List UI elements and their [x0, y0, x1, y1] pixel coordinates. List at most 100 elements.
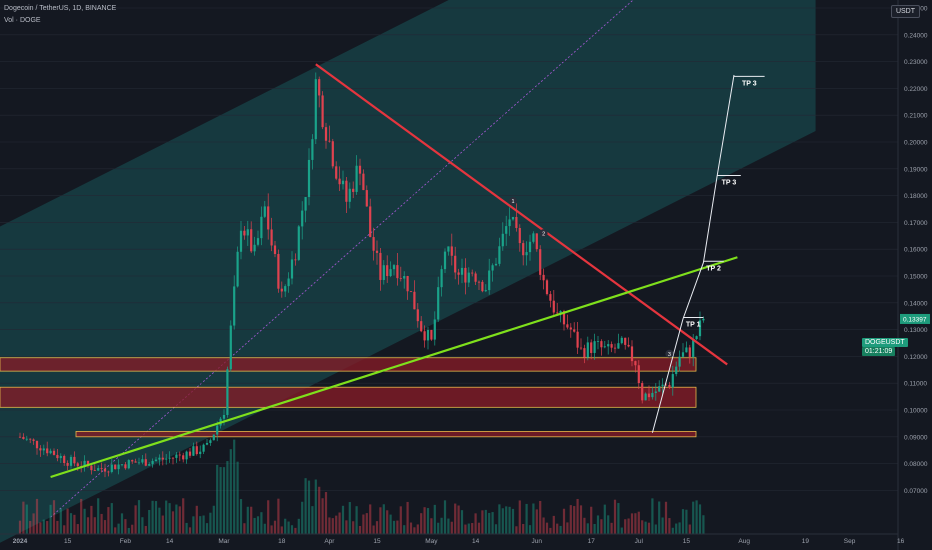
y-tick-label: 0.13000 [904, 327, 928, 334]
candle-body [576, 331, 579, 348]
volume-bar [134, 505, 137, 534]
x-tick-label: 18 [278, 538, 286, 545]
volume-bar [535, 509, 538, 534]
volume-bar [158, 507, 161, 534]
candle-body [491, 265, 494, 271]
candle-body [471, 272, 474, 274]
candle-body [229, 325, 232, 370]
volume-bar [593, 523, 596, 534]
candle-body [212, 434, 215, 441]
y-tick-label: 0.16000 [904, 247, 928, 254]
volume-bar [579, 505, 583, 534]
volume-bar [205, 523, 209, 534]
candle-body [467, 272, 470, 283]
volume-bar [460, 510, 464, 534]
candle-body [233, 286, 236, 326]
volume-bar [569, 505, 572, 534]
candle-body [18, 436, 22, 438]
candle-body [284, 286, 287, 292]
candle-body [484, 290, 487, 292]
volume-bar [83, 508, 86, 534]
resistance-trendline [315, 63, 728, 366]
candle-body [624, 337, 627, 345]
volume-bar [253, 517, 256, 534]
volume-bar [236, 461, 239, 534]
volume-bar [620, 527, 623, 534]
candle-body [620, 337, 623, 344]
candle-body [93, 470, 96, 471]
candle-body [372, 237, 375, 251]
candle-body [613, 347, 617, 349]
volume-bar [100, 513, 103, 534]
candle-body [216, 425, 219, 435]
y-tick-label: 0.18000 [904, 193, 928, 200]
candle-body [260, 216, 263, 239]
candle-body [382, 265, 385, 280]
volume-bar [154, 501, 158, 534]
volume-bar [362, 514, 365, 534]
volume-bar [69, 513, 73, 534]
candle-body [331, 141, 334, 167]
volume-bar [695, 500, 698, 534]
y-tick-label: 0.12000 [904, 354, 928, 361]
volume-bar [484, 509, 487, 534]
candle-body [365, 190, 368, 207]
candle-body [239, 230, 243, 252]
candle-body [658, 386, 661, 392]
volume-bar [613, 499, 617, 534]
candle-body [535, 233, 538, 250]
volume-bar [688, 524, 691, 534]
volume-bar [542, 517, 545, 534]
candle-body [420, 321, 423, 332]
candle-body [403, 276, 406, 279]
volume-bar [372, 525, 375, 534]
candle-body [39, 448, 42, 451]
candle-body [430, 329, 433, 340]
candle-body [35, 440, 39, 449]
candle-body [355, 165, 358, 192]
volume-bar [90, 505, 93, 534]
volume-bar [477, 522, 481, 534]
candle-body [63, 455, 66, 463]
volume-bar [556, 523, 559, 534]
candle-body [307, 159, 311, 198]
volume-bar [107, 507, 110, 534]
candle-body [304, 197, 307, 211]
candle-body [236, 251, 239, 287]
candle-body [528, 241, 532, 253]
candle-body [154, 459, 158, 461]
volume-bar [355, 506, 358, 534]
volume-bar [379, 507, 382, 534]
price-tag-text: 0.13397 [903, 316, 927, 323]
target-label: TP 3 [722, 180, 737, 187]
volume-bar [256, 516, 260, 534]
volume-bar [110, 503, 113, 534]
candle-body [481, 281, 484, 292]
candle-body [100, 468, 103, 469]
volume-bar [263, 523, 266, 534]
candle-body [297, 226, 300, 260]
candle-body [562, 311, 566, 325]
candle-body [668, 384, 671, 388]
volume-bar [457, 505, 460, 534]
volume-bar [437, 522, 440, 534]
candle-body [566, 324, 569, 328]
volume-bar [358, 525, 362, 534]
currency-button[interactable]: USDT [890, 5, 920, 18]
volume-bar [304, 478, 307, 534]
volume-bar [443, 500, 447, 534]
candle-body [161, 457, 164, 460]
candle-body [144, 459, 147, 466]
volume-bar [171, 511, 175, 534]
volume-bar [25, 504, 28, 534]
candle-body [202, 444, 205, 452]
candle-body [32, 439, 35, 441]
candle-body [515, 216, 518, 228]
candle-body [66, 462, 69, 466]
candle-body [270, 229, 273, 246]
volume-bar [195, 505, 198, 534]
candle-body [358, 165, 362, 174]
volume-bars [18, 439, 705, 534]
volume-bar [515, 526, 518, 534]
